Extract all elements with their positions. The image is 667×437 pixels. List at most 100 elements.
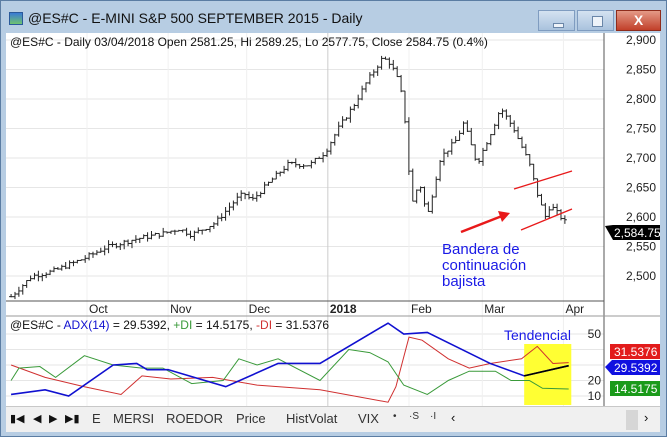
x-tick-label: Apr xyxy=(565,302,584,316)
tab-vix[interactable]: VIX xyxy=(358,411,379,426)
price-bar xyxy=(282,165,287,174)
window-title: @ES#C - E-MINI S&P 500 SEPTEMBER 2015 - … xyxy=(28,10,363,26)
price-bar xyxy=(465,120,470,132)
price-bar xyxy=(422,186,427,207)
price-bar xyxy=(531,163,536,181)
price-bar xyxy=(129,239,134,249)
tab-dot[interactable]: • xyxy=(393,411,397,422)
scroll-right-icon[interactable]: › xyxy=(644,410,649,425)
price-bar xyxy=(231,200,236,211)
tab-e[interactable]: E xyxy=(92,411,101,426)
price-bar xyxy=(406,117,411,175)
price-bar xyxy=(512,120,517,133)
price-bar xyxy=(59,264,64,271)
mdi-line xyxy=(10,336,569,403)
indicator-header: @ES#C - ADX(14) = 29.5392, +DI = 14.5175… xyxy=(10,318,329,332)
next-tab-icon[interactable]: ▶ xyxy=(49,413,58,425)
price-bar xyxy=(387,57,392,69)
price-bar xyxy=(98,247,103,253)
adx-recent-segment xyxy=(523,364,569,377)
price-header: @ES#C - Daily 03/04/2018 Open 2581.25, H… xyxy=(10,35,488,49)
adx-tick-label: 50 xyxy=(588,327,602,341)
price-bar xyxy=(122,239,127,250)
price-bar xyxy=(172,229,177,235)
tab-s[interactable]: ·S xyxy=(409,411,419,422)
price-bar xyxy=(492,123,497,136)
price-bar xyxy=(161,227,166,237)
price-bar xyxy=(430,194,435,214)
price-tick-label: 2,650 xyxy=(626,181,656,195)
scroll-left-icon[interactable]: ‹ xyxy=(451,410,456,425)
price-bar xyxy=(153,232,158,236)
price-bar xyxy=(243,192,248,200)
price-bar xyxy=(356,94,361,109)
price-bar xyxy=(211,222,216,230)
price-tick-label: 2,800 xyxy=(626,92,656,106)
price-bar xyxy=(239,190,244,202)
chart-svg: @ES#C - Daily 03/04/2018 Open 2581.25, H… xyxy=(6,33,661,406)
price-bar xyxy=(223,207,228,221)
tab-price[interactable]: Price xyxy=(236,411,266,426)
pdi-tag: 14.5175 xyxy=(610,381,660,396)
last-tab-icon[interactable]: ▶▮ xyxy=(65,413,80,425)
price-bar xyxy=(137,237,142,244)
price-bars xyxy=(9,55,567,300)
price-bar xyxy=(278,171,283,177)
bear-flag-annotation: Bandera de continuación bajista xyxy=(442,170,573,290)
tab-mersi[interactable]: MERSI xyxy=(113,411,155,426)
x-tick-label: Dec xyxy=(249,302,270,316)
price-bar xyxy=(317,156,322,159)
price-bar xyxy=(562,215,567,224)
price-bar xyxy=(352,103,357,111)
price-bar xyxy=(219,213,224,222)
price-bar xyxy=(235,192,240,206)
x-tick-label: Nov xyxy=(170,302,191,316)
maximize-button[interactable] xyxy=(577,10,614,31)
price-bar xyxy=(301,164,306,169)
price-bar xyxy=(16,286,21,297)
price-bar xyxy=(410,168,415,202)
price-bar xyxy=(168,230,173,234)
annotation-line-2: continuación xyxy=(442,257,526,274)
price-bar xyxy=(375,65,380,76)
price-bar xyxy=(254,191,259,202)
price-bar xyxy=(145,232,150,242)
minimize-button[interactable] xyxy=(538,10,575,31)
price-bar xyxy=(289,161,294,165)
tab-roedor[interactable]: ROEDOR xyxy=(166,411,224,426)
annotation-line-1: Bandera de xyxy=(442,241,520,258)
first-tab-icon[interactable]: ▮◀ xyxy=(10,413,25,425)
flag-upper-line xyxy=(513,170,573,190)
price-bar xyxy=(94,250,99,256)
price-bar xyxy=(488,133,493,146)
price-bar xyxy=(285,159,290,172)
price-bar xyxy=(395,66,400,78)
price-bar xyxy=(274,170,279,180)
price-bar xyxy=(262,181,267,195)
price-bar xyxy=(363,82,368,93)
price-bar xyxy=(184,227,189,237)
prev-tab-icon[interactable]: ◀ xyxy=(33,413,42,425)
scrollbar-thumb[interactable] xyxy=(626,410,638,430)
price-bar xyxy=(102,245,107,256)
chart-area[interactable]: @ES#C - Daily 03/04/2018 Open 2581.25, H… xyxy=(6,33,661,406)
price-bar xyxy=(141,234,146,239)
tab-histvolat[interactable]: HistVolat xyxy=(286,411,338,426)
x-tick-label: Oct xyxy=(89,302,108,316)
price-bar xyxy=(344,117,349,121)
price-bar xyxy=(270,177,275,183)
adx-tick-label: 10 xyxy=(588,389,602,403)
chart-app-icon xyxy=(9,12,23,25)
tab-i[interactable]: ·I xyxy=(430,411,437,422)
price-bar xyxy=(246,191,251,200)
price-bar xyxy=(445,150,450,158)
price-bar xyxy=(438,159,443,182)
price-bar xyxy=(9,294,14,298)
price-bar xyxy=(215,215,220,226)
price-bar xyxy=(180,229,185,233)
price-bar xyxy=(149,231,154,240)
close-button[interactable]: X xyxy=(616,10,661,31)
price-bar xyxy=(539,193,544,206)
price-bar xyxy=(328,141,333,155)
